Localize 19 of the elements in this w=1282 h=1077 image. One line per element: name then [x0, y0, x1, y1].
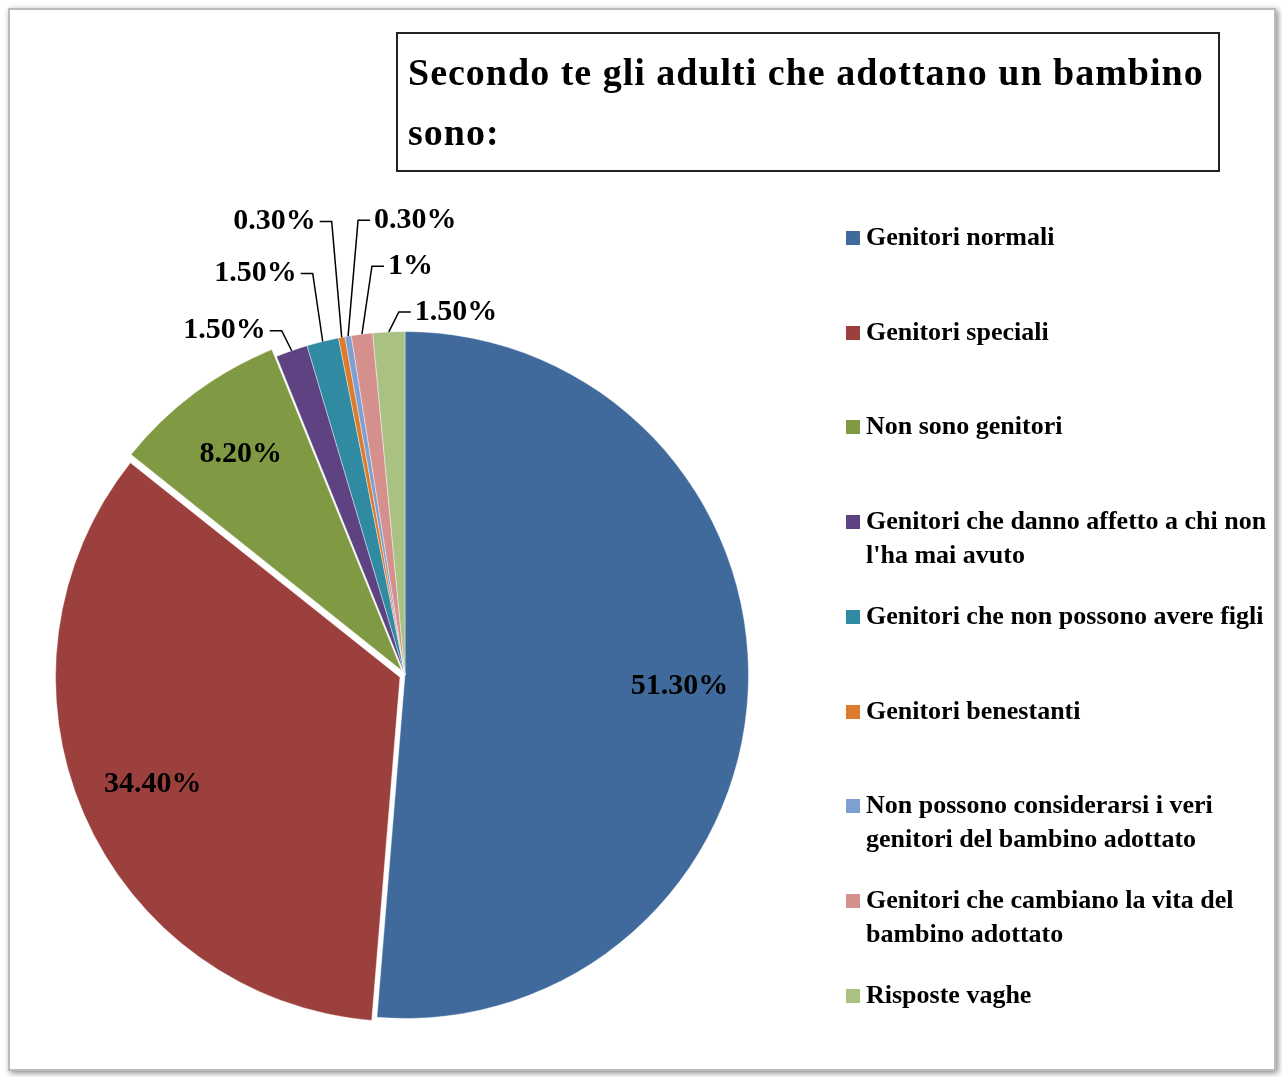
legend-label: Genitori speciali: [866, 315, 1049, 348]
data-label: 1.50%: [414, 292, 498, 326]
legend-label: Non possono considerarsi i veri genitori del bambino adottato: [866, 789, 1214, 856]
legend-label: Genitori normali: [866, 221, 1055, 253]
data-label: 51.30%: [630, 666, 729, 700]
legend-label: Risposte vaghe: [866, 978, 1032, 1011]
data-label: 34.40%: [104, 764, 202, 798]
data-label: 8.20%: [199, 435, 282, 469]
legend-label: Genitori benestanti: [866, 694, 1081, 727]
data-label: 1%: [387, 246, 433, 280]
legend-label: Genitori che cambiano la vita del bambino adottato: [866, 883, 1235, 950]
legend-label: Genitori che non possono avere figli: [866, 599, 1264, 632]
data-label: 1.50%: [183, 311, 266, 345]
legend-label: Non sono genitori: [866, 410, 1063, 443]
data-label: 1.50%: [214, 254, 297, 288]
data-label: 0.30%: [233, 202, 316, 236]
data-label: 0.30%: [374, 201, 457, 234]
chart-title: Secondo te gli adulti che adottano un bambino sono:: [396, 32, 1220, 172]
legend-label: Genitori che danno affetto a chi non l'ha mai avuto: [866, 505, 1268, 572]
